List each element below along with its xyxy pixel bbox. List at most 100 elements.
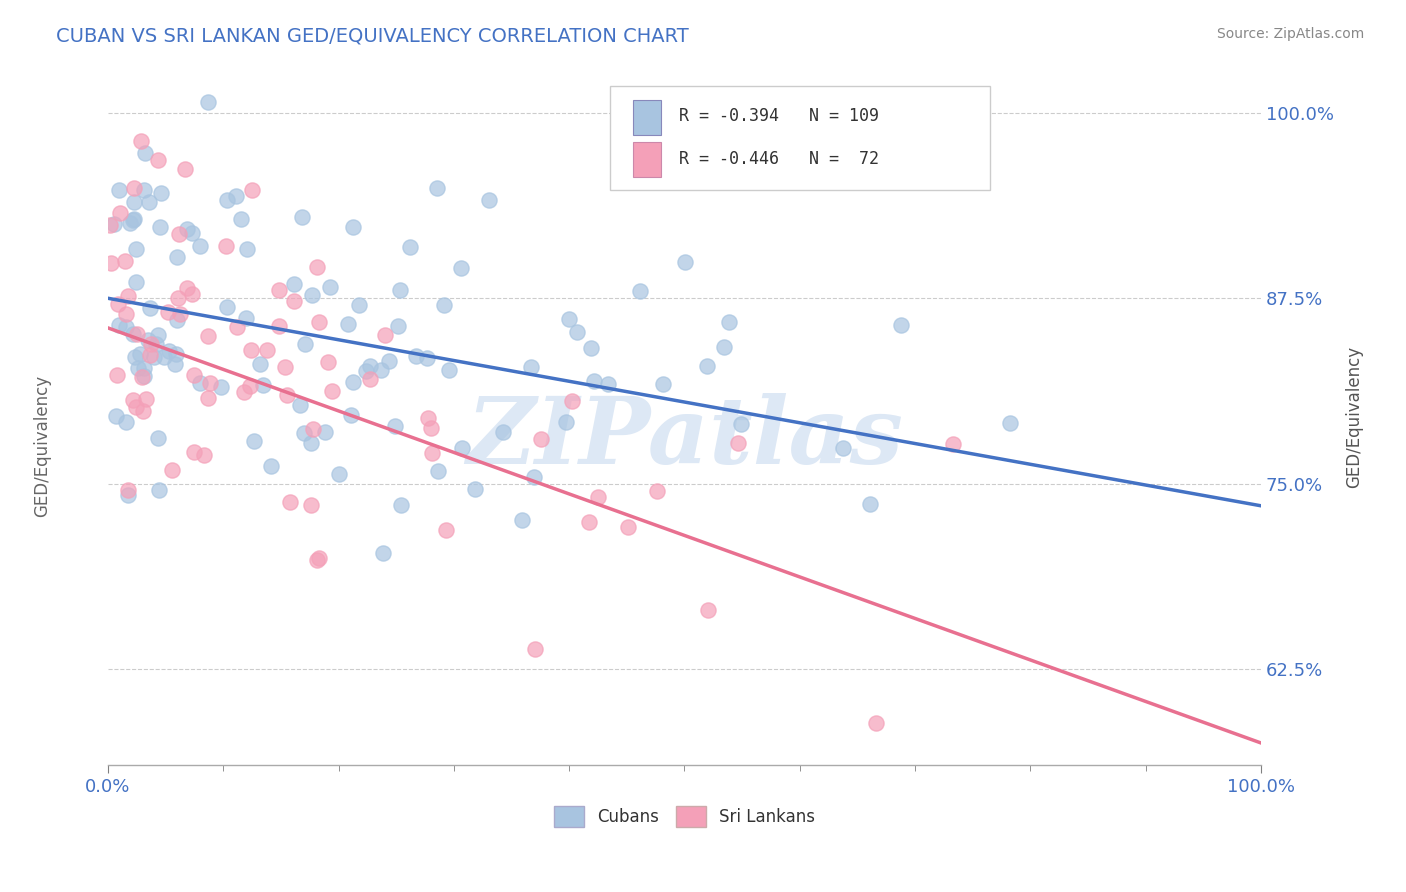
- Point: [292, 425, 315, 440]
- Point: [426, 464, 449, 478]
- Point: [319, 280, 342, 294]
- Point: [294, 336, 316, 351]
- Point: [347, 298, 370, 312]
- Point: [138, 194, 160, 209]
- Point: [371, 546, 394, 560]
- Point: [167, 227, 190, 241]
- Point: [124, 350, 146, 364]
- Point: [558, 311, 581, 326]
- Point: [437, 363, 460, 377]
- Point: [581, 341, 603, 355]
- Point: [267, 283, 290, 297]
- Point: [122, 211, 145, 226]
- Point: [167, 291, 190, 305]
- Point: [117, 483, 139, 498]
- Point: [342, 375, 364, 389]
- Point: [215, 239, 238, 253]
- Point: [598, 377, 620, 392]
- Point: [398, 240, 420, 254]
- Point: [240, 183, 263, 197]
- Point: [274, 359, 297, 374]
- Point: [110, 205, 132, 219]
- Point: [131, 370, 153, 384]
- Point: [117, 488, 139, 502]
- Point: [492, 425, 515, 439]
- Point: [336, 317, 359, 331]
- Point: [730, 417, 752, 431]
- Point: [163, 357, 186, 371]
- Point: [142, 351, 165, 365]
- Point: [122, 195, 145, 210]
- FancyBboxPatch shape: [633, 100, 661, 135]
- Text: CUBAN VS SRI LANKAN GED/EQUIVALENCY CORRELATION CHART: CUBAN VS SRI LANKAN GED/EQUIVALENCY CORR…: [56, 27, 689, 45]
- Point: [314, 425, 336, 439]
- Point: [378, 353, 401, 368]
- Point: [121, 326, 143, 341]
- Point: [122, 181, 145, 195]
- Point: [354, 364, 377, 378]
- Point: [554, 415, 576, 429]
- Point: [523, 469, 546, 483]
- Point: [139, 348, 162, 362]
- Point: [302, 422, 325, 436]
- Point: [321, 384, 343, 399]
- Point: [132, 369, 155, 384]
- Point: [118, 216, 141, 230]
- Point: [165, 347, 187, 361]
- Point: [1000, 417, 1022, 431]
- Point: [859, 497, 882, 511]
- Point: [146, 327, 169, 342]
- Point: [183, 368, 205, 382]
- Point: [832, 441, 855, 455]
- Point: [434, 523, 457, 537]
- Point: [149, 220, 172, 235]
- Point: [190, 376, 212, 390]
- Point: [942, 437, 965, 451]
- Point: [145, 337, 167, 351]
- Point: [215, 301, 238, 315]
- Point: [370, 363, 392, 377]
- Point: [188, 238, 211, 252]
- Point: [387, 318, 409, 333]
- Point: [278, 495, 301, 509]
- Point: [225, 188, 247, 202]
- Point: [115, 320, 138, 334]
- Point: [183, 445, 205, 459]
- Point: [127, 361, 149, 376]
- Point: [359, 372, 381, 386]
- Point: [415, 351, 437, 365]
- Text: Source: ZipAtlas.com: Source: ZipAtlas.com: [1216, 27, 1364, 41]
- Y-axis label: GED/Equivalency: GED/Equivalency: [1346, 346, 1362, 488]
- Point: [198, 376, 221, 390]
- Point: [117, 289, 139, 303]
- Point: [125, 243, 148, 257]
- Point: [342, 220, 364, 235]
- Point: [588, 490, 610, 504]
- Point: [150, 186, 173, 200]
- Point: [157, 305, 180, 319]
- Point: [217, 193, 239, 207]
- Point: [628, 284, 651, 298]
- Point: [105, 368, 128, 382]
- Point: [103, 217, 125, 231]
- Point: [578, 515, 600, 529]
- Point: [283, 293, 305, 308]
- Point: [98, 218, 121, 232]
- Point: [256, 343, 278, 357]
- Point: [359, 359, 381, 374]
- Point: [100, 256, 122, 270]
- Point: [238, 378, 260, 392]
- Point: [114, 415, 136, 429]
- Point: [132, 361, 155, 376]
- Point: [307, 552, 329, 566]
- Text: GED/Equivalency: GED/Equivalency: [34, 375, 51, 517]
- Point: [122, 392, 145, 407]
- Point: [617, 520, 640, 534]
- Point: [239, 343, 262, 358]
- Point: [162, 463, 184, 477]
- Point: [153, 350, 176, 364]
- Point: [209, 379, 232, 393]
- Point: [299, 436, 322, 450]
- Point: [290, 399, 312, 413]
- Point: [697, 603, 720, 617]
